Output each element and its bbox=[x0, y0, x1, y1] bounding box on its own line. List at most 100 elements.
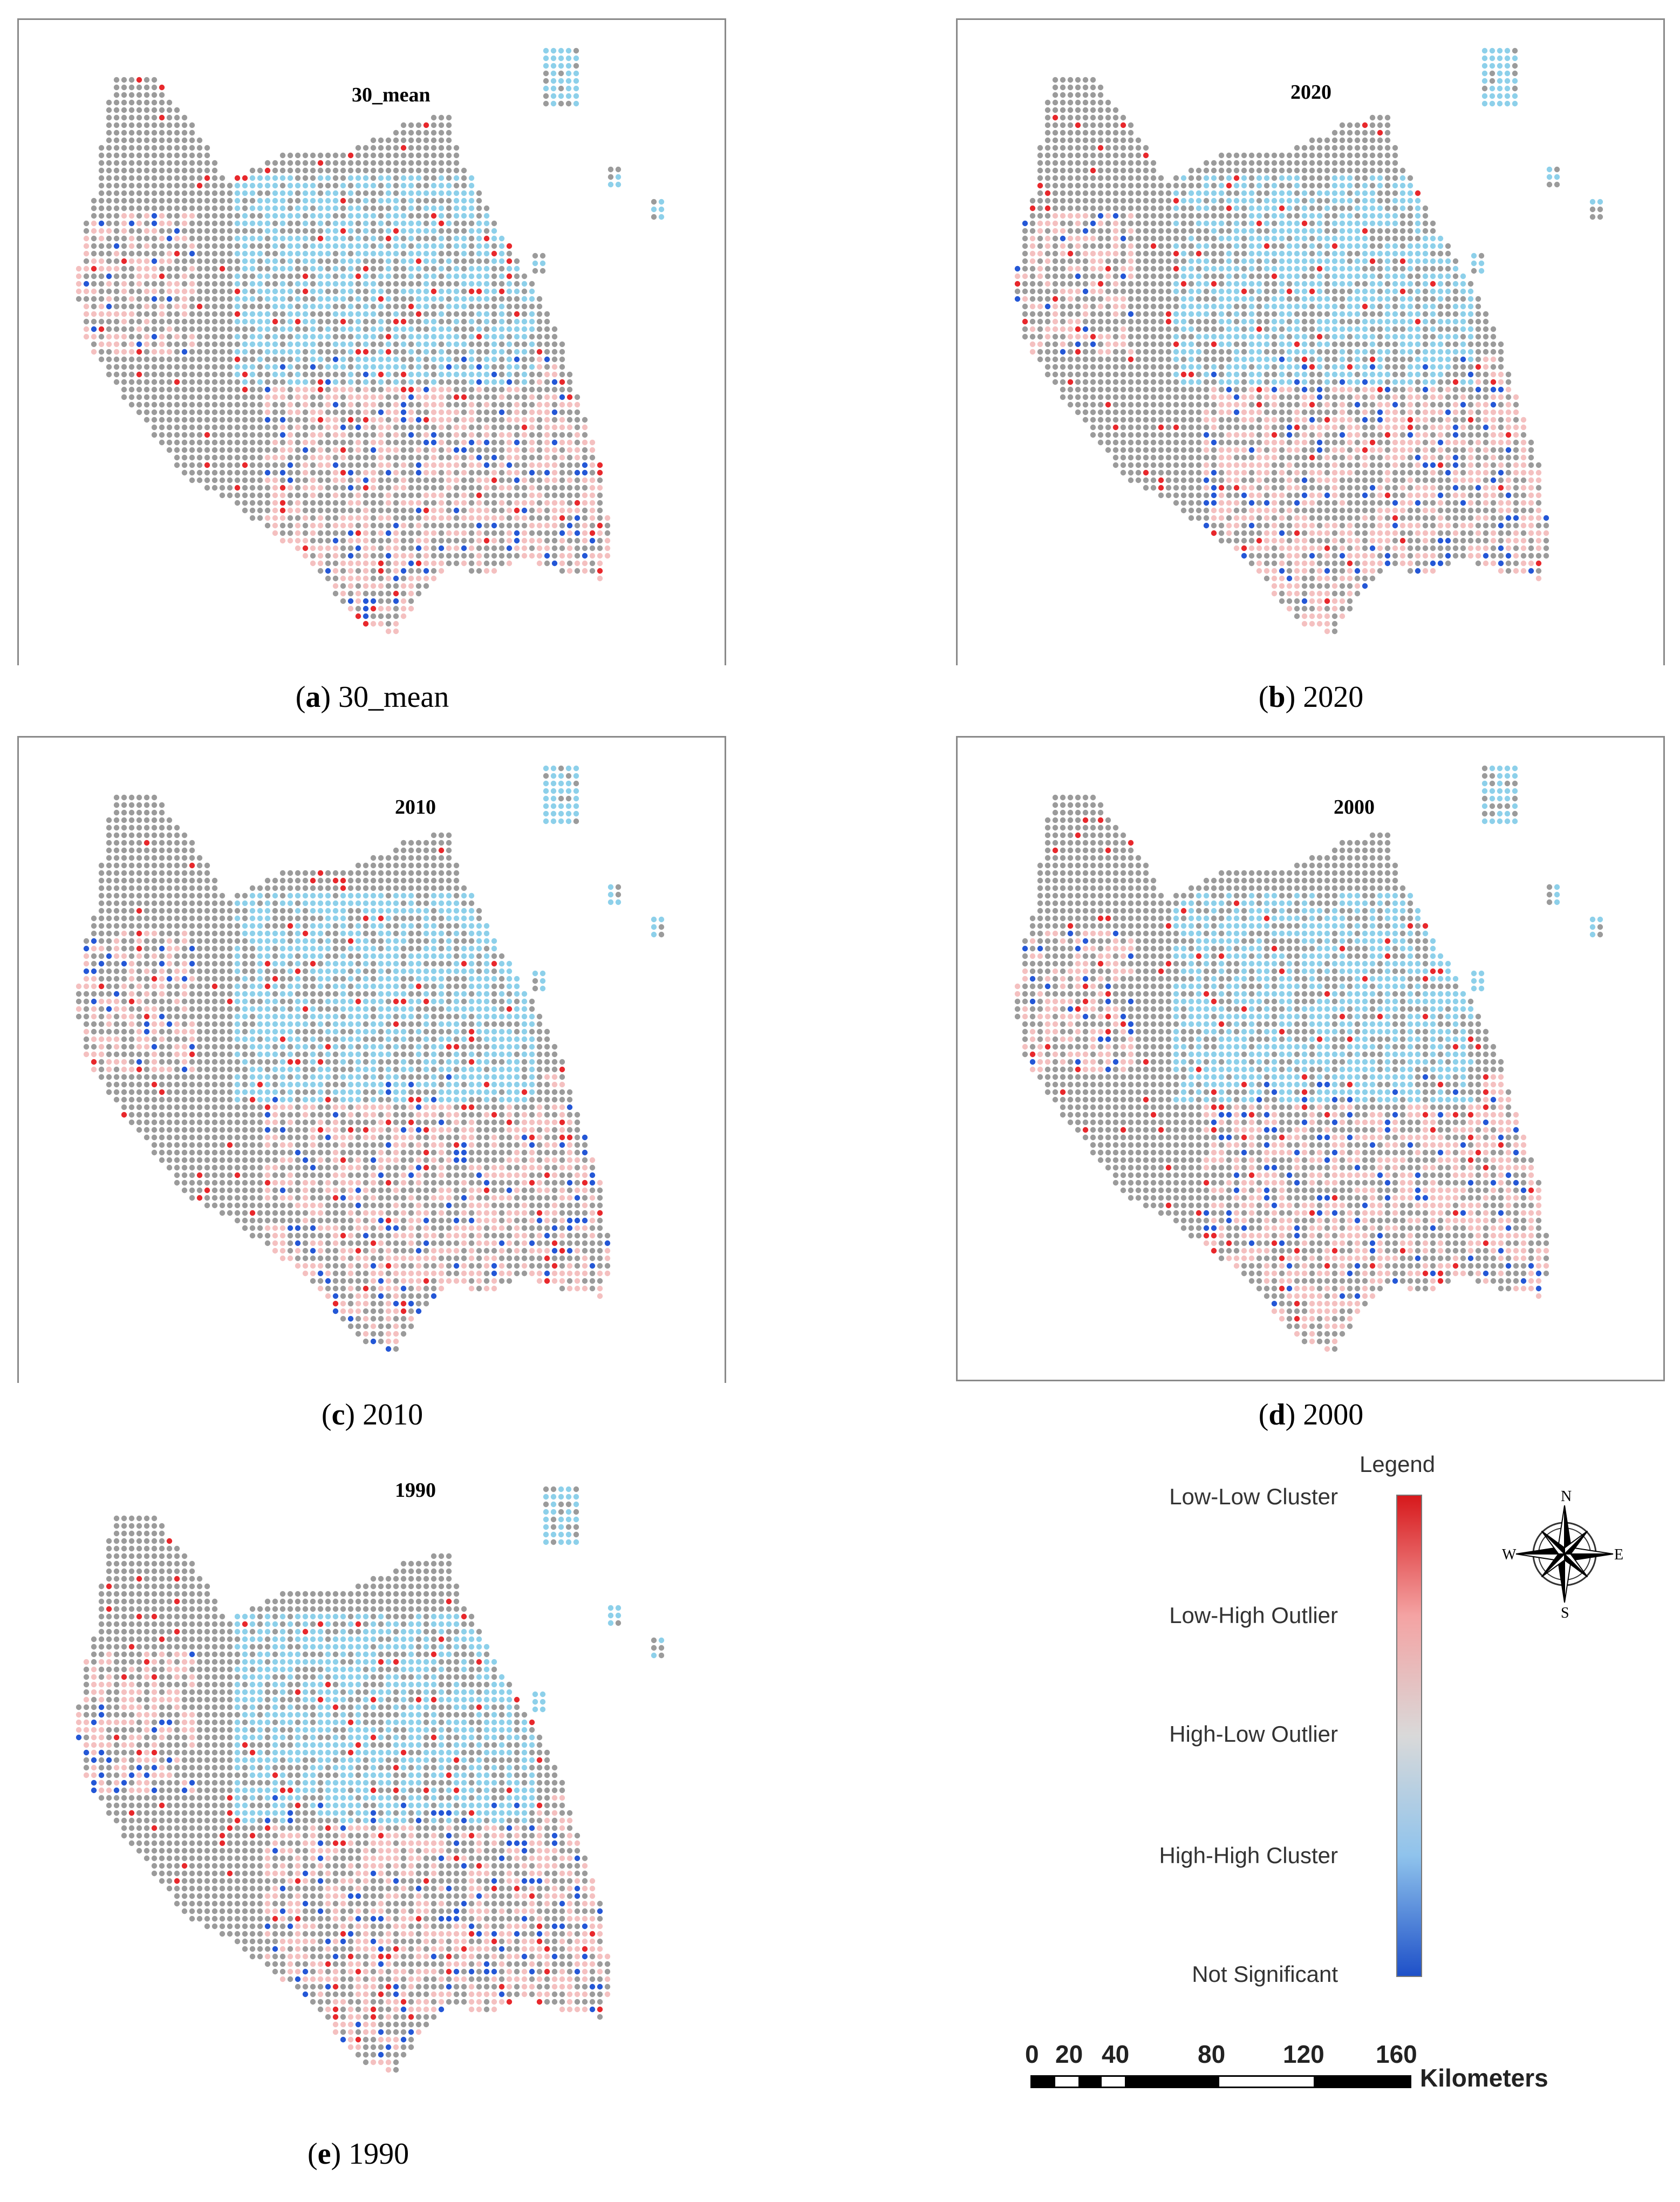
grid-cell-dot bbox=[1097, 160, 1104, 166]
grid-cell-dot bbox=[310, 447, 316, 453]
grid-cell-dot bbox=[121, 235, 127, 242]
grid-cell-dot bbox=[1294, 333, 1300, 340]
grid-cell-dot bbox=[1399, 220, 1406, 227]
grid-cell-dot bbox=[302, 409, 309, 415]
panel-caption-a: (a) 30_mean bbox=[295, 680, 449, 714]
grid-cell-dot bbox=[1188, 175, 1194, 181]
grid-cell-dot bbox=[128, 114, 135, 121]
grid-cell-dot bbox=[1233, 341, 1240, 347]
grid-cell-dot bbox=[438, 235, 445, 242]
grid-cell-dot bbox=[204, 349, 210, 355]
grid-cell-dot bbox=[144, 356, 150, 363]
grid-cell-dot bbox=[1347, 303, 1353, 310]
grid-cell-dot bbox=[1067, 145, 1074, 151]
grid-cell-dot bbox=[1422, 243, 1429, 249]
grid-cell-dot bbox=[174, 303, 180, 310]
grid-cell-dot bbox=[393, 265, 399, 272]
grid-cell-dot bbox=[461, 394, 467, 400]
grid-cell-dot bbox=[196, 424, 203, 431]
grid-cell-dot bbox=[506, 515, 513, 521]
grid-cell-dot bbox=[1294, 182, 1300, 189]
grid-cell-dot bbox=[1445, 258, 1451, 264]
grid-cell-dot bbox=[302, 341, 309, 347]
grid-cell-dot bbox=[1233, 213, 1240, 219]
grid-cell-dot bbox=[1339, 296, 1346, 302]
grid-cell-dot bbox=[431, 228, 437, 234]
grid-cell-dot bbox=[393, 303, 399, 310]
grid-cell-dot bbox=[295, 379, 301, 385]
grid-cell-dot bbox=[408, 137, 414, 144]
grid-cell-dot bbox=[151, 235, 158, 242]
grid-cell-dot bbox=[340, 598, 346, 604]
grid-cell-dot bbox=[325, 349, 331, 355]
grid-cell-dot bbox=[393, 213, 399, 219]
grid-cell-dot bbox=[1060, 145, 1066, 151]
grid-cell-dot bbox=[181, 439, 188, 446]
grid-cell-dot bbox=[506, 243, 513, 249]
grid-cell-dot bbox=[332, 311, 339, 317]
grid-cell-dot bbox=[506, 281, 513, 287]
grid-cell-dot bbox=[483, 515, 490, 521]
grid-cell-dot bbox=[1309, 160, 1315, 166]
grid-cell-dot bbox=[536, 326, 543, 332]
grid-cell-dot bbox=[400, 250, 407, 257]
grid-cell-dot bbox=[453, 500, 460, 506]
grid-cell-dot bbox=[370, 281, 377, 287]
grid-cell-dot bbox=[1347, 122, 1353, 128]
grid-cell-dot bbox=[544, 394, 550, 400]
grid-cell-dot bbox=[461, 281, 467, 287]
grid-cell-dot bbox=[408, 318, 414, 325]
grid-cell-dot bbox=[468, 492, 475, 499]
grid-cell-dot bbox=[1150, 213, 1157, 219]
grid-cell-dot bbox=[128, 303, 135, 310]
grid-cell-dot bbox=[461, 303, 467, 310]
grid-cell-dot bbox=[1158, 190, 1164, 196]
grid-cell-dot bbox=[249, 311, 256, 317]
grid-cell-dot bbox=[415, 492, 422, 499]
grid-cell-dot bbox=[453, 258, 460, 264]
grid-cell-dot bbox=[393, 182, 399, 189]
grid-cell-dot bbox=[400, 545, 407, 551]
grid-cell-dot bbox=[1052, 265, 1058, 272]
grid-cell-dot bbox=[529, 333, 535, 340]
grid-cell-dot bbox=[408, 401, 414, 408]
grid-cell-dot bbox=[415, 228, 422, 234]
grid-cell-dot bbox=[393, 605, 399, 612]
grid-cell-dot bbox=[272, 341, 278, 347]
grid-cell-dot bbox=[1196, 258, 1202, 264]
grid-cell-dot bbox=[658, 206, 665, 213]
grid-cell-dot bbox=[378, 243, 384, 249]
grid-cell-dot bbox=[378, 379, 384, 385]
grid-cell-dot bbox=[1165, 213, 1172, 219]
grid-cell-dot bbox=[166, 311, 173, 317]
grid-cell-dot bbox=[340, 439, 346, 446]
grid-cell-dot bbox=[363, 477, 369, 483]
grid-cell-dot bbox=[1437, 318, 1444, 325]
grid-cell-dot bbox=[461, 250, 467, 257]
grid-cell-dot bbox=[144, 417, 150, 423]
grid-cell-dot bbox=[1392, 281, 1398, 287]
grid-cell-dot bbox=[378, 386, 384, 393]
grid-cell-dot bbox=[1248, 205, 1255, 212]
grid-cell-dot bbox=[1173, 273, 1179, 279]
grid-cell-dot bbox=[113, 213, 120, 219]
grid-cell-dot bbox=[1226, 288, 1232, 295]
grid-cell-dot bbox=[227, 205, 233, 212]
grid-cell-dot bbox=[1052, 243, 1058, 249]
grid-cell-dot bbox=[355, 349, 361, 355]
grid-cell-dot bbox=[446, 417, 452, 423]
grid-cell-dot bbox=[310, 197, 316, 204]
grid-cell-dot bbox=[453, 386, 460, 393]
grid-cell-dot bbox=[219, 349, 226, 355]
grid-cell-dot bbox=[1233, 160, 1240, 166]
grid-cell-dot bbox=[1422, 333, 1429, 340]
grid-cell-dot bbox=[340, 522, 346, 529]
grid-cell-dot bbox=[1445, 311, 1451, 317]
grid-cell-dot bbox=[393, 145, 399, 151]
grid-cell-dot bbox=[615, 181, 622, 188]
grid-cell-dot bbox=[514, 417, 520, 423]
grid-cell-dot bbox=[453, 288, 460, 295]
grid-cell-dot bbox=[385, 590, 392, 597]
grid-cell-dot bbox=[551, 469, 558, 476]
grid-cell-dot bbox=[144, 175, 150, 181]
